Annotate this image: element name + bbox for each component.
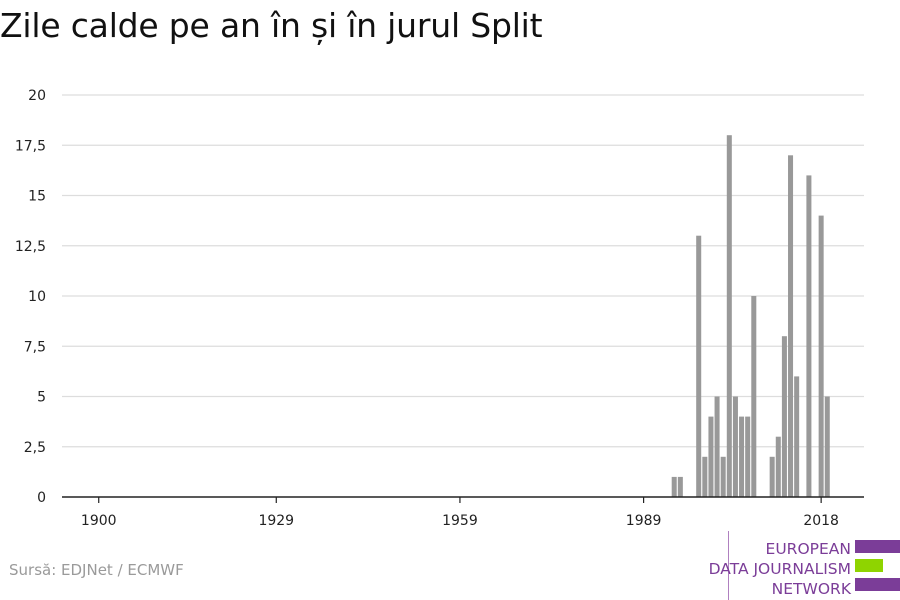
y-tick-label: 17,5 bbox=[15, 138, 46, 154]
x-tick-label: 1929 bbox=[258, 513, 294, 529]
logo-divider bbox=[728, 531, 729, 600]
y-tick-label: 10 bbox=[28, 289, 46, 305]
bar bbox=[775, 436, 781, 497]
bar bbox=[751, 296, 757, 497]
y-tick-label: 0 bbox=[37, 490, 46, 506]
bar bbox=[806, 175, 812, 497]
y-tick-label: 20 bbox=[28, 88, 46, 104]
logo-line-3: NETWORK bbox=[771, 580, 851, 598]
y-tick-label: 7,5 bbox=[24, 339, 46, 355]
bar bbox=[824, 396, 830, 497]
chart-title: Zile calde pe an în și în jurul Split bbox=[0, 6, 543, 45]
bar bbox=[708, 416, 714, 497]
axes bbox=[62, 496, 864, 503]
bar bbox=[732, 396, 738, 497]
logo-text: EUROPEAN DATA JOURNALISM NETWORK bbox=[709, 539, 851, 599]
x-tick-label: 2018 bbox=[803, 513, 839, 529]
x-tick-label: 1989 bbox=[626, 513, 662, 529]
bar bbox=[739, 416, 745, 497]
bar bbox=[818, 215, 824, 497]
bar bbox=[677, 476, 683, 497]
edjnet-logo: EUROPEAN DATA JOURNALISM NETWORK bbox=[700, 531, 900, 600]
bars bbox=[671, 135, 830, 498]
bar bbox=[671, 476, 677, 497]
y-tick-label: 2,5 bbox=[24, 440, 46, 456]
logo-line-2: DATA JOURNALISM bbox=[708, 560, 851, 578]
logo-bar-bottom bbox=[855, 578, 900, 591]
bar bbox=[702, 456, 708, 497]
source-note: Sursă: EDJNet / ECMWF bbox=[9, 561, 184, 579]
bar bbox=[714, 396, 720, 497]
x-tick-label: 1959 bbox=[442, 513, 478, 529]
y-tick-label: 12,5 bbox=[15, 239, 46, 255]
x-tick-labels: 1900 1929 1959 1989 2018 bbox=[81, 513, 839, 529]
y-tick-label: 15 bbox=[28, 189, 46, 205]
bar bbox=[794, 376, 800, 497]
y-tick-label: 5 bbox=[37, 390, 46, 406]
bar bbox=[745, 416, 751, 497]
bar bbox=[726, 135, 732, 497]
bar bbox=[781, 336, 787, 497]
bar bbox=[788, 155, 794, 498]
x-tick-label: 1900 bbox=[81, 513, 117, 529]
logo-line-1: EUROPEAN bbox=[765, 540, 851, 558]
y-tick-labels: 0 2,5 5 7,5 10 12,5 15 17,5 20 bbox=[15, 88, 46, 506]
grid-lines bbox=[62, 94, 864, 448]
logo-bar-middle bbox=[855, 559, 900, 572]
bar bbox=[720, 456, 726, 497]
bar bbox=[696, 235, 702, 497]
bar bbox=[769, 456, 775, 497]
logo-bar-top bbox=[855, 540, 900, 553]
